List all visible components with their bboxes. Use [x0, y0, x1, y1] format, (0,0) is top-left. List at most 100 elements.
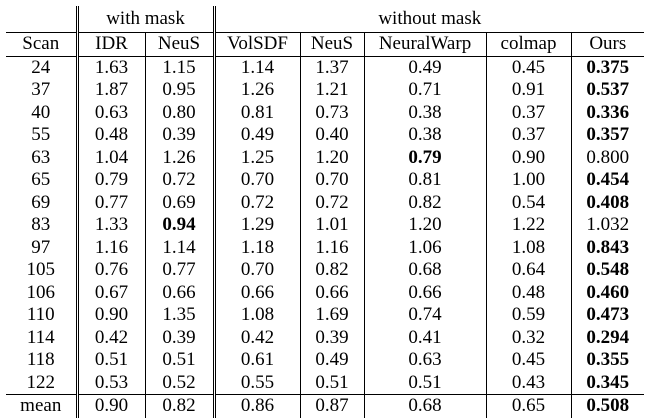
cell-idr: 1.87 — [77, 79, 146, 102]
group-with-mask: with mask — [77, 6, 216, 33]
cell-neuralwarp: 0.74 — [364, 304, 487, 327]
group-header-row: with mask without mask — [6, 6, 644, 33]
cell-colmap: 0.59 — [486, 304, 572, 327]
table-row: 106 0.67 0.66 0.66 0.66 0.66 0.48 0.460 — [6, 281, 644, 304]
cell-neus: 1.69 — [300, 304, 365, 327]
col-header-neus-masked: NeuS — [145, 32, 216, 57]
cell-idr: 0.42 — [77, 326, 146, 349]
results-table: with mask without mask Scan IDR NeuS Vol… — [6, 6, 645, 418]
cell-neus: 0.82 — [300, 259, 365, 282]
cell-scan: 69 — [6, 191, 79, 214]
cell-neus: 0.87 — [300, 394, 365, 418]
cell-idr: 0.48 — [77, 124, 146, 147]
cell-neus-masked: 0.94 — [145, 214, 216, 237]
cell-scan: 40 — [6, 101, 79, 124]
cell-scan: 114 — [6, 326, 79, 349]
cell-neus: 0.51 — [300, 371, 365, 395]
cell-idr: 1.63 — [77, 56, 146, 79]
col-header-ours: Ours — [571, 32, 645, 57]
cell-colmap: 0.65 — [486, 394, 572, 418]
cell-neus: 0.72 — [300, 191, 365, 214]
cell-neuralwarp: 0.38 — [364, 124, 487, 147]
col-header-colmap: colmap — [486, 32, 572, 57]
cell-neus-masked: 0.80 — [145, 101, 216, 124]
cell-colmap: 0.48 — [486, 281, 572, 304]
cell-volsdf: 0.72 — [214, 191, 301, 214]
cell-volsdf: 1.25 — [214, 146, 301, 169]
cell-ours: 0.454 — [586, 169, 630, 190]
cell-colmap: 0.32 — [486, 326, 572, 349]
col-header-scan: Scan — [6, 32, 79, 57]
table-row: 83 1.33 0.94 1.29 1.01 1.20 1.22 1.032 — [6, 214, 644, 237]
col-header-volsdf: VolSDF — [214, 32, 301, 57]
cell-volsdf: 0.49 — [214, 124, 301, 147]
cell-idr: 1.04 — [77, 146, 146, 169]
cell-neus: 0.73 — [300, 101, 365, 124]
cell-ours: 0.375 — [586, 56, 630, 78]
cell-ours: 0.345 — [586, 371, 630, 393]
cell-scan: 110 — [6, 304, 79, 327]
table-row: 63 1.04 1.26 1.25 1.20 0.79 0.90 0.800 — [6, 146, 644, 169]
cell-colmap: 0.45 — [486, 56, 572, 79]
cell-neus-masked: 0.66 — [145, 281, 216, 304]
cell-ours: 0.537 — [586, 79, 630, 100]
cell-neus: 1.16 — [300, 236, 365, 259]
cell-colmap: 0.54 — [486, 191, 572, 214]
cell-ours: 0.336 — [586, 101, 630, 123]
cell-neuralwarp: 1.06 — [364, 236, 487, 259]
cell-neus-masked: 0.82 — [145, 394, 216, 418]
cell-idr: 0.76 — [77, 259, 146, 282]
table-row: 24 1.63 1.15 1.14 1.37 0.49 0.45 0.375 — [6, 56, 644, 79]
table-row: 40 0.63 0.80 0.81 0.73 0.38 0.37 0.336 — [6, 101, 644, 124]
cell-colmap: 0.45 — [486, 349, 572, 372]
cell-neus-masked: 0.52 — [145, 371, 216, 395]
cell-ours: 0.294 — [586, 326, 630, 348]
table-row: 118 0.51 0.51 0.61 0.49 0.63 0.45 0.355 — [6, 349, 644, 372]
cell-colmap: 0.64 — [486, 259, 572, 282]
cell-neus-masked: 1.26 — [145, 146, 216, 169]
cell-neus: 0.70 — [300, 169, 365, 192]
cell-neuralwarp: 0.68 — [364, 259, 487, 282]
cell-volsdf: 0.55 — [214, 371, 301, 395]
cell-neus-masked: 1.35 — [145, 304, 216, 327]
cell-neus-masked: 0.77 — [145, 259, 216, 282]
table-row: 97 1.16 1.14 1.18 1.16 1.06 1.08 0.843 — [6, 236, 644, 259]
cell-scan: 37 — [6, 79, 79, 102]
col-header-neus: NeuS — [300, 32, 365, 57]
cell-ours: 0.357 — [586, 124, 630, 145]
cell-colmap: 0.37 — [486, 124, 572, 147]
column-header-row: Scan IDR NeuS VolSDF NeuS NeuralWarp col… — [6, 32, 645, 57]
table-row: 65 0.79 0.72 0.70 0.70 0.81 1.00 0.454 — [6, 169, 644, 192]
table-body: with mask without mask Scan IDR NeuS Vol… — [6, 6, 645, 418]
cell-scan: 63 — [6, 146, 79, 169]
cell-scan: 105 — [6, 259, 79, 282]
cell-idr: 0.63 — [77, 101, 146, 124]
cell-neuralwarp: 0.81 — [364, 169, 487, 192]
cell-idr: 0.90 — [77, 304, 146, 327]
cell-colmap: 1.08 — [486, 236, 572, 259]
cell-neus-masked: 0.72 — [145, 169, 216, 192]
table-row: 122 0.53 0.52 0.55 0.51 0.51 0.43 0.345 — [6, 371, 644, 395]
cell-idr: 0.67 — [77, 281, 146, 304]
cell-volsdf: 0.81 — [214, 101, 301, 124]
cell-scan: 24 — [6, 56, 79, 79]
cell-volsdf: 1.18 — [214, 236, 301, 259]
cell-neus: 0.49 — [300, 349, 365, 372]
cell-volsdf: 1.29 — [214, 214, 301, 237]
cell-neus: 0.40 — [300, 124, 365, 147]
group-header-empty — [6, 6, 79, 33]
table-row: 114 0.42 0.39 0.42 0.39 0.41 0.32 0.294 — [6, 326, 644, 349]
cell-neus: 1.37 — [300, 56, 365, 79]
table-row: 37 1.87 0.95 1.26 1.21 0.71 0.91 0.537 — [6, 79, 644, 102]
cell-scan: 118 — [6, 349, 79, 372]
cell-volsdf: 0.66 — [214, 281, 301, 304]
cell-idr: 0.90 — [77, 394, 146, 418]
cell-neuralwarp: 0.49 — [364, 56, 487, 79]
cell-ours: 0.473 — [586, 304, 630, 325]
cell-volsdf: 1.08 — [214, 304, 301, 327]
cell-idr: 0.51 — [77, 349, 146, 372]
cell-neuralwarp: 1.20 — [364, 214, 487, 237]
cell-volsdf: 0.70 — [214, 259, 301, 282]
cell-neuralwarp: 0.38 — [364, 101, 487, 124]
cell-ours: 0.508 — [571, 394, 645, 418]
